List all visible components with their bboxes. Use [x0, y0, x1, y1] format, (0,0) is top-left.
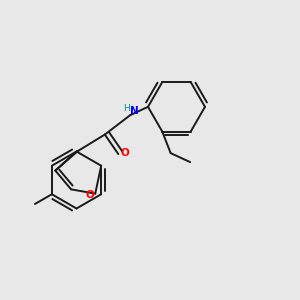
Text: O: O	[85, 190, 94, 200]
Text: N: N	[130, 106, 139, 116]
Text: O: O	[121, 148, 129, 158]
Text: H: H	[123, 104, 130, 113]
